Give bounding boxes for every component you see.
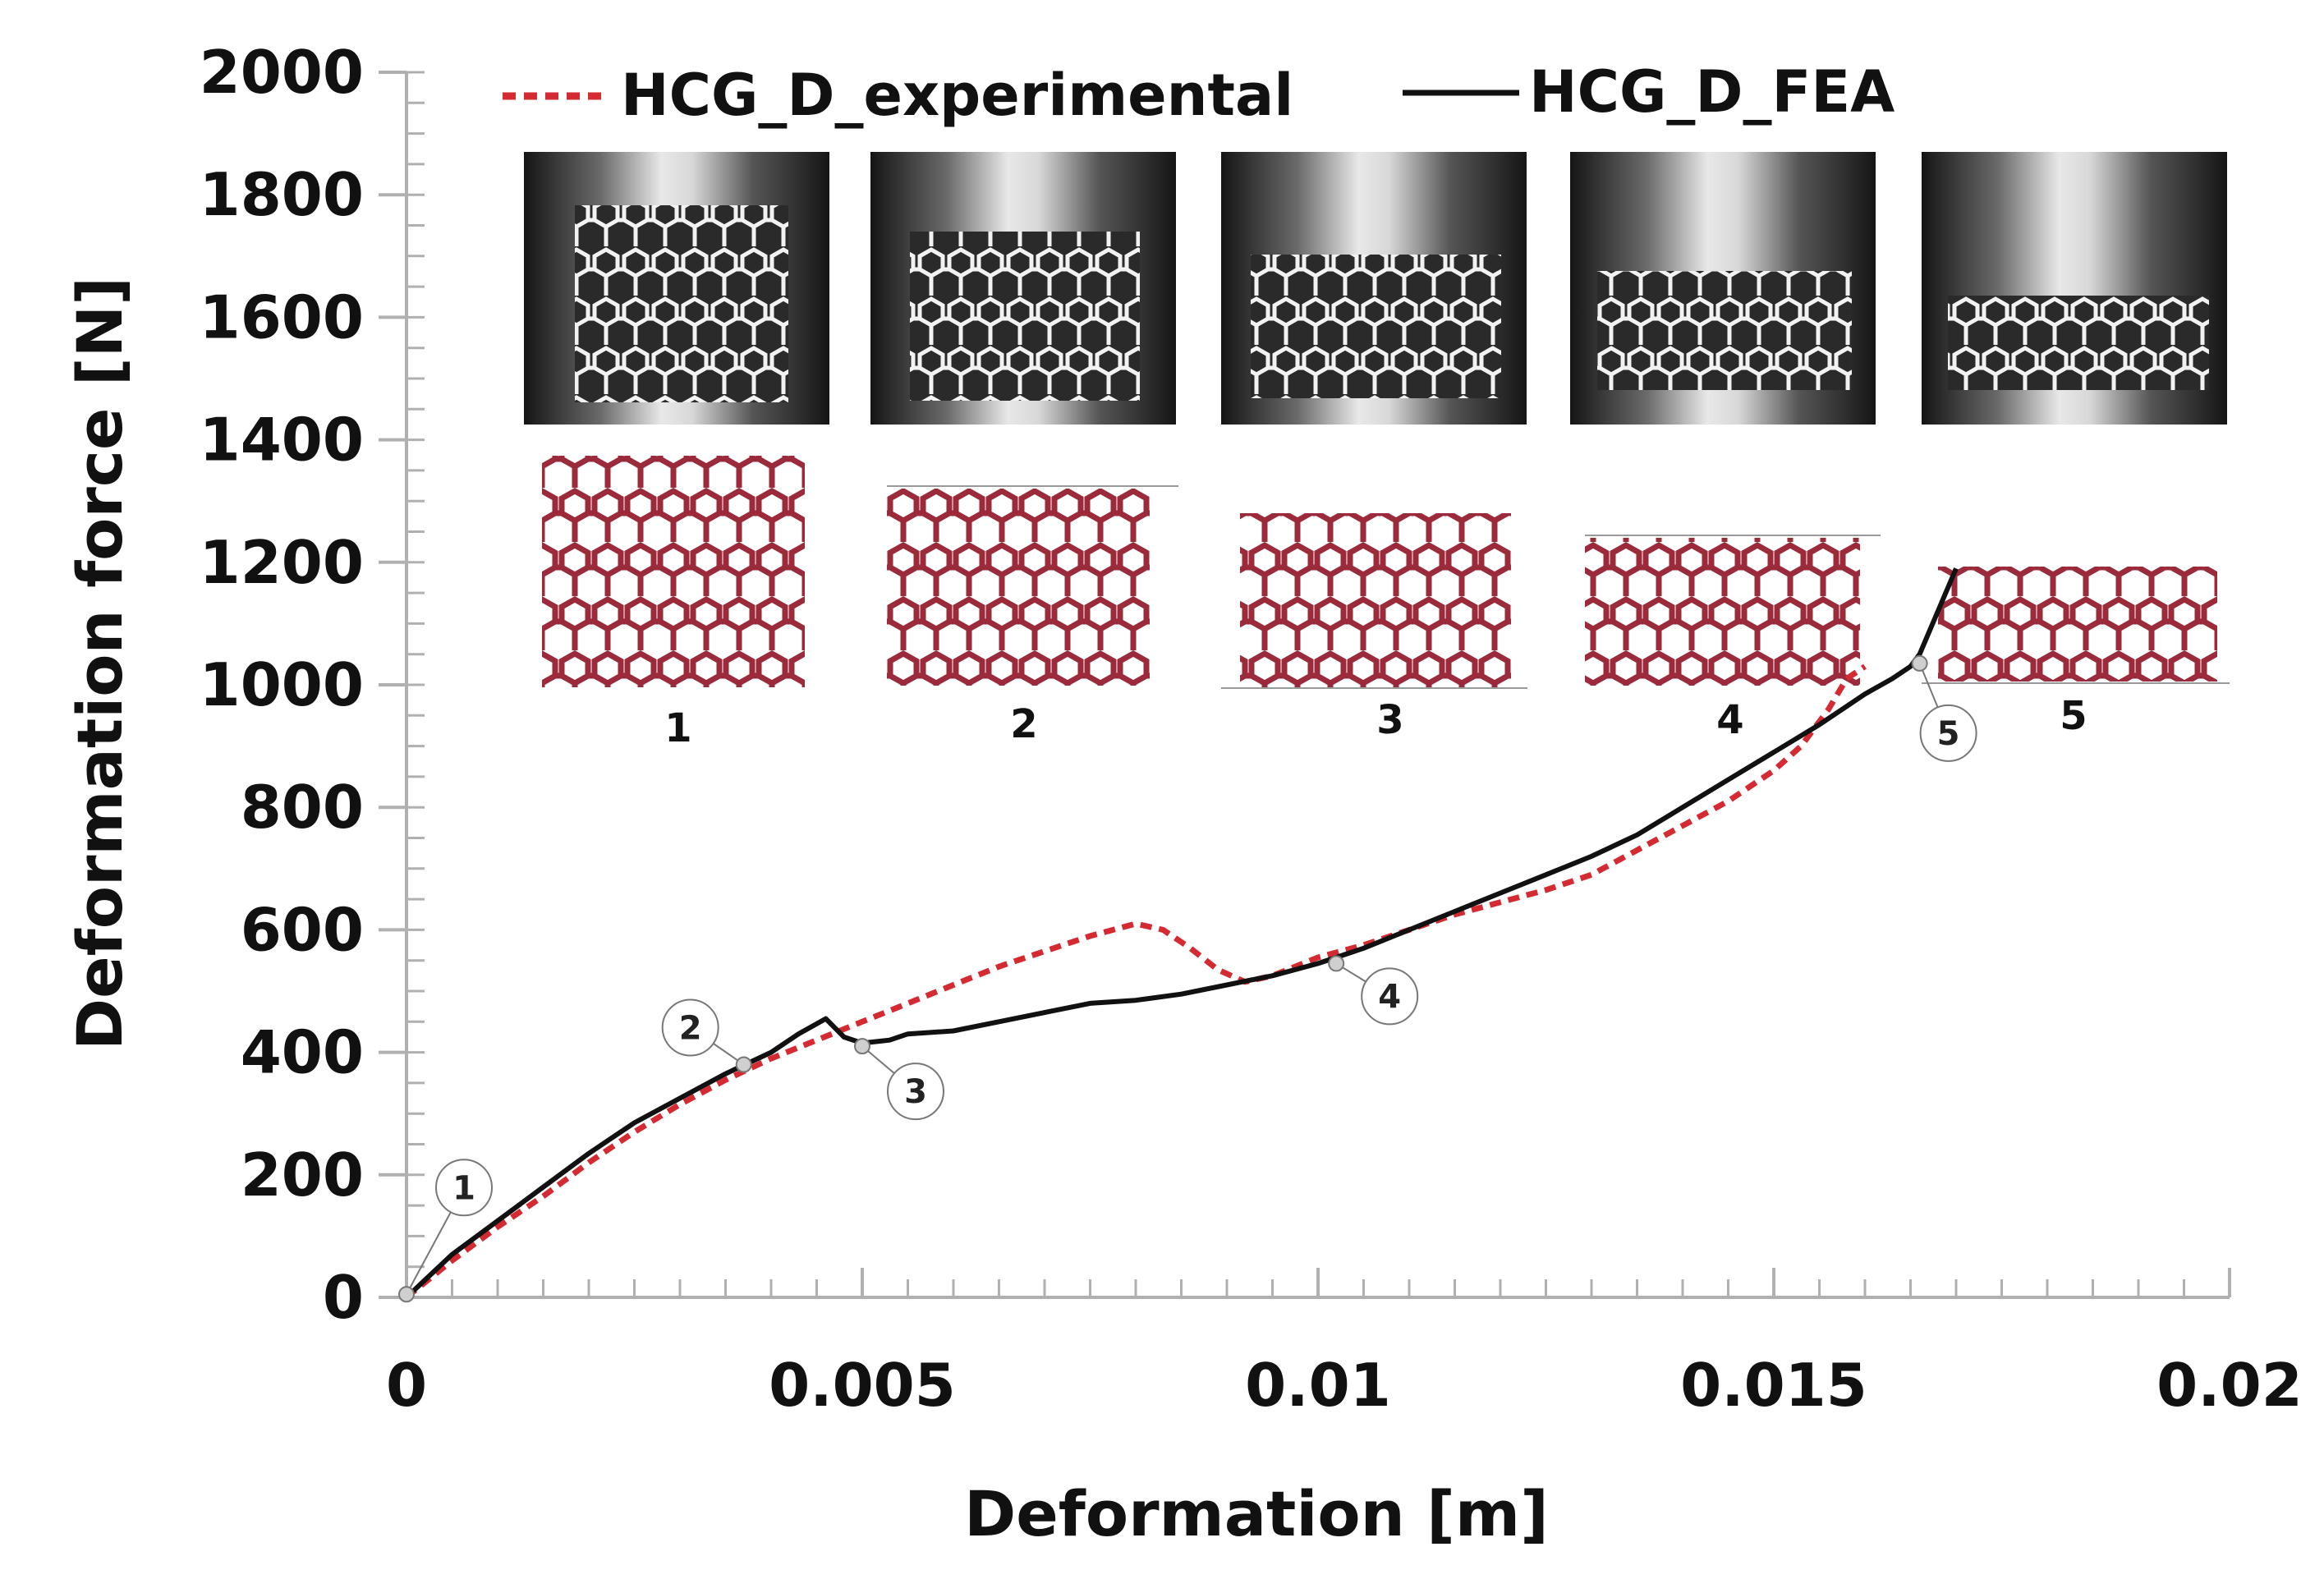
y-tick-label: 1200 (200, 528, 364, 597)
y-tick-label: 1000 (200, 650, 364, 719)
marker-callout-1 (435, 1159, 493, 1217)
series (404, 567, 1959, 1300)
y-tick-label: 400 (241, 1018, 364, 1087)
marker-label-2: 2 (679, 1010, 702, 1048)
marker-callout-2 (661, 998, 719, 1057)
inset-labels: 1 2 3 4 5 (664, 693, 2087, 751)
series-line-experimental (404, 663, 1867, 1300)
fea-stage-3 (1240, 513, 1511, 687)
marker-callout-3 (887, 1063, 944, 1121)
inset-fea-meshes (542, 456, 2230, 689)
marker-point-5 (1911, 654, 1928, 672)
photo-stage-3 (1221, 152, 1527, 425)
legend-label-experimental: HCG_D_experimental (621, 62, 1293, 129)
y-tick-label: 600 (241, 895, 364, 964)
legend-label-fea: HCG_D_FEA (1529, 58, 1895, 126)
y-tick-label: 800 (241, 773, 364, 842)
point-markers: 1 2 3 4 5 (398, 654, 1977, 1303)
photo-stage-5 (1922, 152, 2227, 425)
marker-label-4: 4 (1378, 978, 1401, 1016)
y-tick-label: 200 (241, 1141, 364, 1209)
y-tick-label: 0 (323, 1263, 364, 1332)
inset-label-5: 5 (2060, 693, 2087, 739)
photo-stage-4 (1570, 152, 1876, 425)
legend: HCG_D_experimental HCG_D_FEA (503, 58, 1895, 129)
marker-label-1: 1 (452, 1169, 475, 1207)
y-tick-label: 2000 (200, 38, 364, 107)
fea-stage-1 (542, 456, 805, 687)
inset-photos (524, 152, 2227, 425)
marker-label-3: 3 (904, 1073, 927, 1111)
marker-label-5: 5 (1937, 715, 1960, 753)
y-tick-label: 1600 (200, 282, 364, 351)
x-tick-label: 0 (386, 1351, 427, 1420)
inset-label-4: 4 (1716, 697, 1743, 743)
marker-callout-5 (1919, 704, 1977, 762)
inset-label-2: 2 (1010, 701, 1037, 747)
fea-stage-4 (1585, 538, 1860, 686)
photo-stage-2 (870, 152, 1176, 425)
marker-point-4 (1328, 955, 1345, 972)
marker-point-1 (398, 1286, 415, 1303)
x-tick-label: 0.01 (1245, 1351, 1391, 1420)
fea-stage-5 (1938, 567, 2217, 682)
marker-callout-4 (1361, 967, 1419, 1026)
y-axis-title: Deformation force [N] (63, 277, 136, 1050)
y-tick-label: 1800 (200, 160, 364, 229)
marker-point-2 (735, 1056, 752, 1073)
fea-stage-2 (887, 489, 1150, 686)
x-tick-label: 0.005 (769, 1351, 956, 1420)
series-line-fea (404, 567, 1959, 1300)
inset-label-1: 1 (664, 705, 691, 751)
axes: 0 0.005 0.01 0.015 0.02020040060080010001200… (200, 38, 2303, 1420)
x-axis-title: Deformation [m] (964, 1477, 1549, 1550)
inset-label-3: 3 (1376, 697, 1403, 743)
x-tick-label: 0.015 (1680, 1351, 1867, 1420)
photo-stage-1 (524, 152, 829, 425)
y-tick-label: 1400 (200, 406, 364, 475)
x-tick-label: 0.02 (2156, 1351, 2303, 1420)
marker-point-3 (854, 1038, 870, 1055)
